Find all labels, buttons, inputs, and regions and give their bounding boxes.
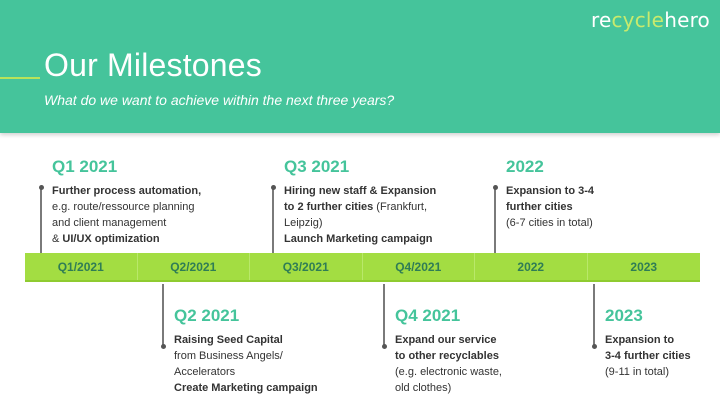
milestone-heading: 2022 xyxy=(506,157,544,176)
milestone-text: (9-11 in total) xyxy=(605,366,669,378)
connector-line xyxy=(40,187,42,253)
milestone-text-bold: Raising Seed Capital xyxy=(174,334,283,346)
connector-dot xyxy=(381,344,387,349)
connector-dot xyxy=(591,344,597,349)
milestone-text: e.g. route/ressource planning xyxy=(52,201,195,213)
connector-line xyxy=(162,284,164,346)
timeline-segment-2022: 2022 xyxy=(475,253,588,280)
milestone-text: (6-7 cities in total) xyxy=(506,217,593,229)
milestone-heading: 2023 xyxy=(605,306,643,325)
milestone-q2-2021: Q2 2021 Raising Seed Capital from Busine… xyxy=(160,284,374,396)
timeline-segment-q4-2021: Q4/2021 xyxy=(363,253,475,280)
milestone-description: Raising Seed Capital from Business Angel… xyxy=(174,332,374,396)
milestone-text-bold: Launch Marketing campaign xyxy=(284,233,433,245)
milestone-q4-2021: Q4 2021 Expand our service to other recy… xyxy=(381,284,595,396)
milestone-description: Expand our service to other recyclables … xyxy=(395,332,595,396)
timeline-segment-q3-2021: Q3/2021 xyxy=(250,253,363,280)
timeline-segment-q1-2021: Q1/2021 xyxy=(25,253,138,280)
milestone-text-bold: further cities xyxy=(506,201,573,213)
logo-part-2: cycle xyxy=(611,8,665,32)
milestone-2022: 2022 Expansion to 3-4 further cities (6-… xyxy=(492,157,686,253)
milestone-description: Expansion to 3-4 further cities (6-7 cit… xyxy=(506,183,686,231)
milestone-text: & xyxy=(52,233,63,245)
milestone-text: (e.g. electronic waste, xyxy=(395,366,502,378)
page-subtitle: What do we want to achieve within the ne… xyxy=(44,92,395,108)
title-accent-line xyxy=(0,77,40,79)
milestone-text-bold: UI/UX optimization xyxy=(62,233,160,245)
milestone-text-bold: Expansion to xyxy=(605,334,675,346)
milestone-text-bold: 3-4 further cities xyxy=(605,350,691,362)
connector-line xyxy=(494,187,496,253)
timeline-bar: Q1/2021 Q2/2021 Q3/2021 Q4/2021 2022 202… xyxy=(25,253,700,282)
milestone-text: from Business Angels/ xyxy=(174,350,283,362)
milestone-text-bold: Hiring new staff & Expansion xyxy=(284,185,437,197)
connector-line xyxy=(383,284,385,346)
milestone-description: Hiring new staff & Expansion to 2 furthe… xyxy=(284,183,484,247)
header-banner: Our Milestones What do we want to achiev… xyxy=(0,0,720,133)
milestone-2023: 2023 Expansion to 3-4 further cities (9-… xyxy=(591,284,715,380)
milestone-text-bold: Expansion to 3-4 xyxy=(506,185,595,197)
milestone-text: Accelerators xyxy=(174,366,236,378)
recyclehero-logo: recyclehero xyxy=(591,8,710,32)
connector-dot xyxy=(492,185,498,190)
milestone-text: old clothes) xyxy=(395,382,452,394)
connector-dot xyxy=(38,185,44,190)
connector-line xyxy=(593,284,595,346)
milestone-text: Leipzig) xyxy=(284,217,323,229)
connector-dot xyxy=(160,344,166,349)
timeline-segment-2023: 2023 xyxy=(630,259,658,274)
milestone-q1-2021: Q1 2021 Further process automation, e.g.… xyxy=(38,157,252,253)
logo-part-1: re xyxy=(590,8,612,32)
milestone-description: Expansion to 3-4 further cities (9-11 in… xyxy=(605,332,715,380)
milestone-text-bold: Expand our service xyxy=(395,334,497,346)
milestone-text-bold: Further process automation, xyxy=(52,185,202,197)
milestone-heading: Q1 2021 xyxy=(52,157,118,176)
milestone-text-bold: to other recyclables xyxy=(395,350,499,362)
milestone-text-bold: Create Marketing campaign xyxy=(174,382,318,394)
milestone-text: (Frankfurt, xyxy=(373,201,428,213)
milestone-text-bold: to 2 further cities xyxy=(284,201,374,213)
milestone-description: Further process automation, e.g. route/r… xyxy=(52,183,252,247)
milestone-q3-2021: Q3 2021 Hiring new staff & Expansion to … xyxy=(270,157,484,253)
logo-part-3: hero xyxy=(664,8,710,32)
milestone-heading: Q4 2021 xyxy=(395,306,461,325)
milestone-heading: Q2 2021 xyxy=(174,306,240,325)
page-title: Our Milestones xyxy=(44,47,262,83)
timeline-segment-q2-2021: Q2/2021 xyxy=(138,253,250,280)
connector-dot xyxy=(270,185,276,190)
connector-line xyxy=(272,187,274,253)
milestone-heading: Q3 2021 xyxy=(284,157,350,176)
milestone-text: and client management xyxy=(52,217,167,229)
